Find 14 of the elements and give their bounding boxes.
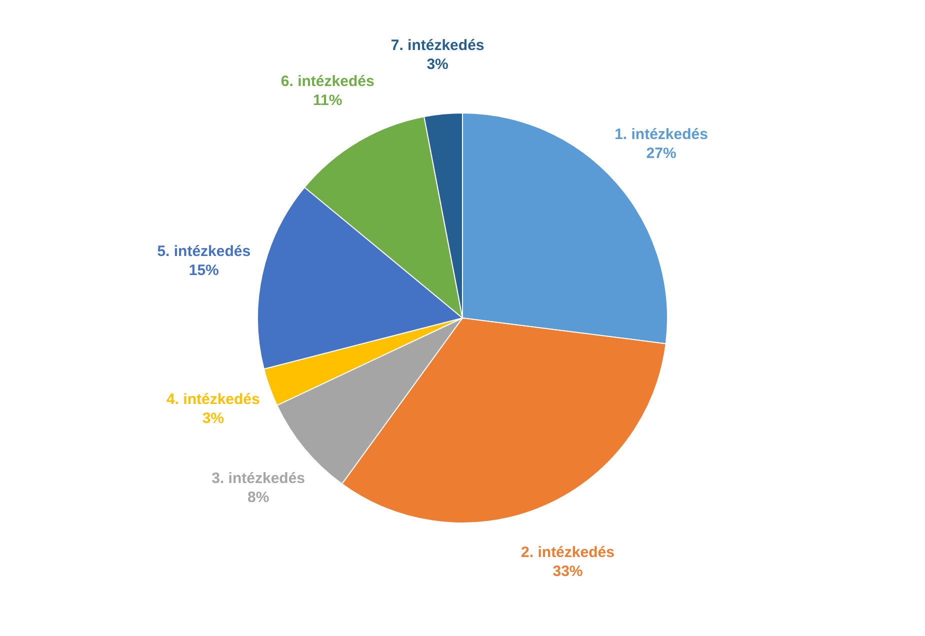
- slice-label: 5. intézkedés: [157, 243, 251, 260]
- data-label: 11%: [313, 92, 342, 109]
- slice-label: 6. intézkedés: [280, 72, 374, 90]
- slice-label: 7. intézkedés: [390, 37, 484, 54]
- data-label: 8%: [247, 488, 270, 506]
- slice-label: 2. intézkedés: [521, 544, 614, 562]
- data-label: 3%: [202, 410, 224, 427]
- data-label: 27%: [646, 144, 676, 162]
- slice-label: 1. intézkedés: [614, 126, 708, 143]
- slice-label: 4. intézkedés: [166, 390, 260, 408]
- data-label: 33%: [552, 563, 583, 580]
- data-label: 3%: [426, 56, 448, 74]
- slice-label: 3. intézkedés: [212, 470, 306, 487]
- data-label: 15%: [188, 262, 219, 280]
